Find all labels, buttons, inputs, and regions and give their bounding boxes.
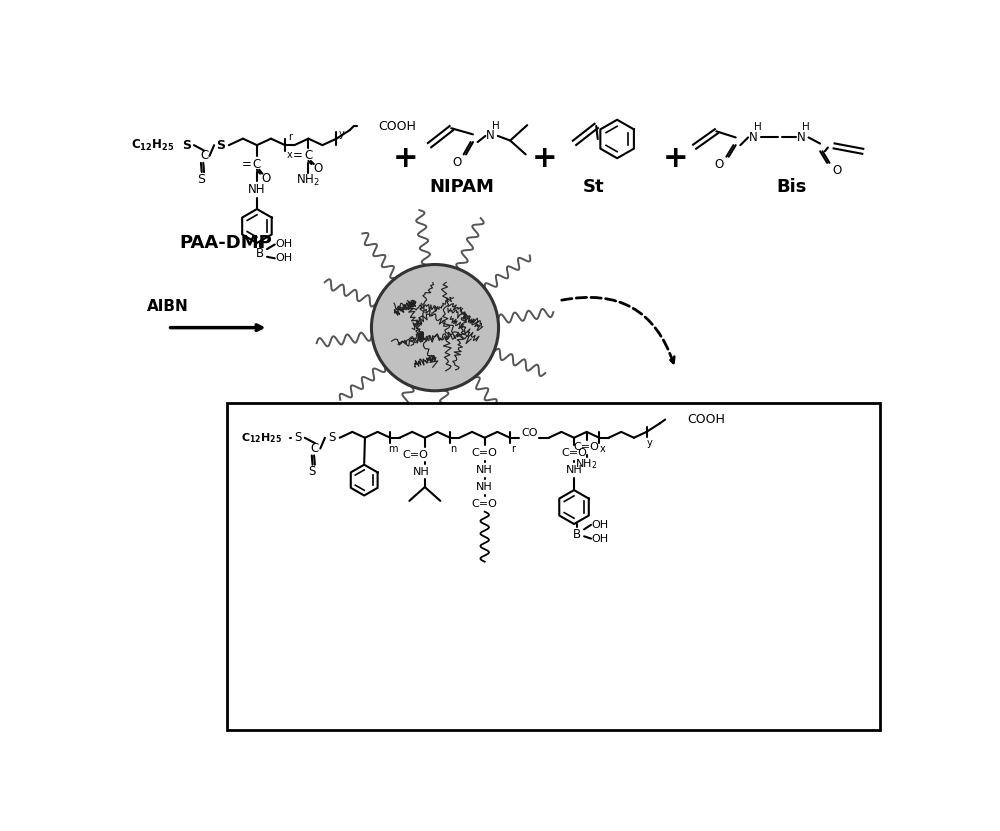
Text: N: N — [486, 130, 494, 142]
Text: NH: NH — [248, 183, 266, 195]
Text: H: H — [754, 121, 762, 131]
Text: N: N — [748, 131, 757, 144]
Text: O: O — [714, 158, 723, 171]
Text: NH$_2$: NH$_2$ — [575, 457, 598, 471]
Text: r: r — [288, 131, 292, 141]
Text: O: O — [313, 162, 322, 175]
Text: S: S — [217, 139, 226, 151]
Text: C: C — [304, 149, 313, 162]
Text: OH: OH — [592, 519, 609, 529]
Text: OH: OH — [276, 253, 293, 263]
Text: C: C — [253, 158, 261, 171]
Text: C: C — [200, 150, 208, 162]
Text: n: n — [450, 444, 456, 454]
Text: PAA-DMP: PAA-DMP — [179, 234, 272, 252]
Text: NH$_2$: NH$_2$ — [296, 173, 320, 188]
Text: S: S — [294, 431, 302, 445]
Text: $\mathbf{C_{12}H_{25}}$: $\mathbf{C_{12}H_{25}}$ — [131, 138, 175, 153]
Text: O: O — [452, 155, 461, 169]
Text: NIPAM: NIPAM — [430, 178, 495, 196]
Text: NH: NH — [476, 465, 492, 475]
Text: =: = — [292, 149, 302, 162]
Text: C=O: C=O — [471, 499, 497, 509]
Text: S: S — [182, 139, 192, 151]
Text: r: r — [511, 444, 515, 454]
Text: C=O: C=O — [574, 442, 600, 452]
Text: CO: CO — [521, 428, 538, 438]
FancyBboxPatch shape — [227, 403, 880, 730]
Circle shape — [371, 264, 499, 391]
Text: x: x — [287, 150, 293, 160]
Text: Bis: Bis — [776, 178, 807, 196]
Text: COOH: COOH — [687, 413, 725, 426]
Text: +: + — [393, 144, 418, 173]
Text: y: y — [338, 129, 344, 139]
Text: AIBN: AIBN — [147, 299, 188, 314]
Text: +: + — [662, 144, 688, 173]
Text: y: y — [647, 438, 653, 448]
Text: +: + — [532, 144, 558, 173]
Text: S: S — [328, 431, 336, 445]
Text: C=O: C=O — [403, 450, 428, 460]
Text: B: B — [256, 247, 264, 260]
Text: O: O — [262, 172, 271, 184]
Text: S: S — [197, 173, 205, 185]
Text: H: H — [802, 121, 810, 131]
Text: NH: NH — [566, 465, 582, 475]
Text: B: B — [573, 528, 581, 540]
Text: St: St — [583, 178, 605, 196]
Text: S: S — [308, 465, 315, 478]
Text: NH: NH — [413, 467, 429, 477]
Text: COOH: COOH — [378, 120, 416, 133]
Text: H: H — [492, 120, 499, 131]
Text: C=O: C=O — [561, 448, 587, 458]
Text: m: m — [389, 444, 398, 454]
Text: PNSB@PAA-DMP: PNSB@PAA-DMP — [352, 403, 518, 421]
Text: OH: OH — [592, 534, 609, 543]
Text: x: x — [600, 444, 605, 454]
Text: =: = — [242, 158, 252, 171]
Text: OH: OH — [276, 239, 293, 249]
Text: C=O: C=O — [471, 448, 497, 458]
Text: O: O — [833, 164, 842, 177]
Text: $\mathbf{C_{12}H_{25}}$: $\mathbf{C_{12}H_{25}}$ — [241, 430, 282, 445]
Text: C: C — [311, 442, 319, 455]
Text: N: N — [796, 131, 805, 144]
Text: NH: NH — [476, 482, 492, 492]
